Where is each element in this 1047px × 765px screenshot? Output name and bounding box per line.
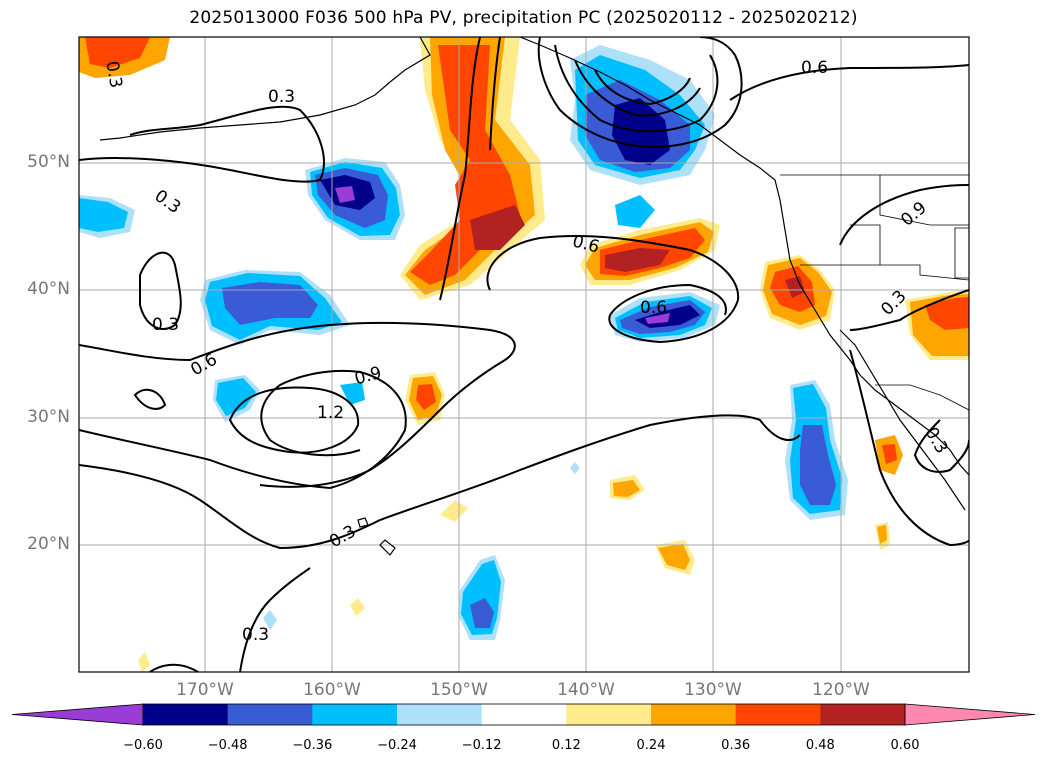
- colorbar-segment: [566, 704, 652, 725]
- contour-label: 0.9: [352, 363, 383, 389]
- colorbar-segment: [481, 704, 567, 725]
- lat-label: 40°N: [27, 279, 70, 299]
- plot-frame: [78, 36, 970, 673]
- coastlines: [99, 37, 969, 556]
- chart-title: 2025013000 F036 500 hPa PV, precipitatio…: [189, 8, 858, 28]
- contour-label: 0.3: [242, 625, 269, 645]
- colorbar-tick-label: −0.60: [123, 738, 163, 753]
- colorbar-tick-label: −0.12: [461, 738, 502, 753]
- lon-label: 120°W: [812, 680, 870, 700]
- contour-label: 0.3: [268, 87, 295, 107]
- contour-label: 0.3: [326, 521, 359, 552]
- gridlines: [79, 37, 969, 672]
- colorbar-tick-label: 0.60: [890, 738, 920, 753]
- colorbar-tick-label: −0.24: [377, 738, 417, 753]
- borders: [780, 174, 969, 411]
- contour-label: 0.6: [640, 298, 667, 318]
- contour-label: 0.3: [921, 424, 952, 457]
- contour-label: 0.6: [570, 231, 601, 257]
- colorbar-segment: [312, 704, 398, 725]
- contour-label: 1.2: [317, 403, 344, 423]
- lon-label: 170°W: [176, 680, 234, 700]
- colorbar-segment: [227, 704, 313, 725]
- lat-label: 50°N: [27, 152, 70, 172]
- colorbar-extend-high: [904, 703, 1036, 726]
- lon-label: 130°W: [684, 680, 742, 700]
- contour-label: 0.9: [897, 198, 931, 231]
- colorbar-segment: [143, 704, 229, 725]
- map-content: 0.3 0.3 0.3 0.6 0.9 1.2 0.3 0.3 0.6 0.6 …: [79, 37, 969, 672]
- contour-label: 0.3: [152, 315, 179, 335]
- colorbar-tick-label: 0.36: [721, 738, 751, 753]
- colorbar-tick-label: −0.36: [292, 738, 333, 753]
- colorbar-tick-label: 0.12: [551, 738, 581, 753]
- colorbar-segment: [820, 704, 906, 725]
- lat-label: 30°N: [27, 407, 70, 427]
- colorbar: [11, 703, 1036, 726]
- colorbar-segment: [397, 704, 483, 725]
- contour-label: 0.3: [101, 60, 125, 90]
- colorbar-extend-low: [11, 703, 144, 726]
- contour-label: 0.6: [801, 58, 828, 78]
- lon-label: 140°W: [557, 680, 615, 700]
- contour-label: 0.6: [187, 350, 220, 381]
- colorbar-tick-label: −0.48: [207, 738, 248, 753]
- colorbar-frame: [142, 703, 906, 726]
- lon-label: 160°W: [303, 680, 361, 700]
- lat-label: 20°N: [27, 534, 70, 554]
- colorbar-segment: [735, 704, 821, 725]
- colorbar-tick-label: 0.24: [636, 738, 666, 753]
- contour-label: 0.3: [877, 287, 910, 320]
- contour-label: 0.3: [151, 186, 185, 218]
- colorbar-segment: [651, 704, 737, 725]
- pv-contours: [79, 37, 969, 672]
- colorbar-tick-label: 0.48: [805, 738, 835, 753]
- lon-label: 150°W: [430, 680, 488, 700]
